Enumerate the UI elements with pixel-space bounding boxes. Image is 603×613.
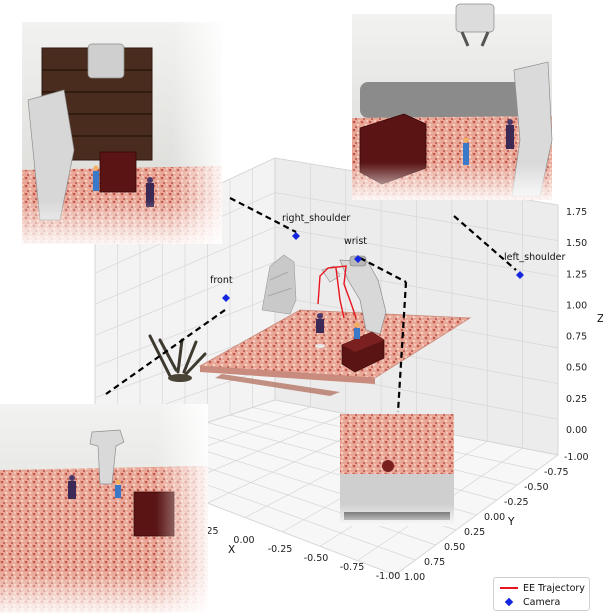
camera-markers <box>222 232 524 302</box>
camera-marker-right-shoulder <box>292 232 300 240</box>
y-tick-label: -0.25 <box>504 497 529 508</box>
left-shoulder-camera-view <box>22 22 222 244</box>
x-tick-label: -1.00 <box>376 571 401 582</box>
axis-ticks: 0.00 0.25 0.50 0.75 1.00 1.25 1.50 1.75 -1.00 -0.… <box>197 207 588 583</box>
x-tick-label: 0.00 <box>233 535 254 546</box>
y-tick-label: 0.00 <box>484 512 505 523</box>
camera-marker-left-shoulder <box>516 271 524 279</box>
z-tick-label: 0.00 <box>566 425 587 436</box>
legend-line-swatch <box>500 587 518 589</box>
y-tick-label: 1.00 <box>404 572 425 583</box>
z-axis-label: Z <box>597 313 603 325</box>
right-shoulder-camera-view <box>352 3 553 200</box>
potted-plant <box>148 334 207 382</box>
legend-diamond-swatch <box>504 597 514 607</box>
z-tick-label: 0.25 <box>566 394 587 405</box>
front-camera-view <box>0 404 208 613</box>
wrist-camera-view <box>340 414 454 526</box>
legend-item-trajectory: EE Trajectory <box>500 582 585 594</box>
y-tick-label: -0.75 <box>544 467 569 478</box>
camera-marker-front <box>222 294 230 302</box>
z-tick-label: 0.50 <box>566 363 587 374</box>
y-tick-label: 0.50 <box>444 542 465 553</box>
legend-label-camera: Camera <box>523 596 561 608</box>
y-axis-label: Y <box>507 516 515 528</box>
ee-trajectory-line <box>317 265 357 319</box>
z-tick-label: 1.25 <box>566 269 587 280</box>
y-tick-label: -0.50 <box>524 482 549 493</box>
z-tick-label: 1.75 <box>566 207 587 218</box>
z-tick-label: 1.50 <box>566 238 587 249</box>
z-tick-label: 1.00 <box>566 300 587 311</box>
x-tick-label: -0.75 <box>340 562 365 573</box>
statue <box>261 254 297 315</box>
legend: EE Trajectory Camera <box>493 577 590 611</box>
camera-rays <box>105 197 517 413</box>
legend-label-trajectory: EE Trajectory <box>523 582 585 594</box>
z-tick-label: 0.75 <box>566 332 587 343</box>
figurine-knight <box>315 313 325 348</box>
camera-marker-wrist <box>354 255 362 263</box>
figurine-girl <box>354 322 360 339</box>
x-tick-label: -0.50 <box>304 553 329 564</box>
legend-item-camera: Camera <box>500 596 560 608</box>
y-tick-label: 0.25 <box>464 527 485 538</box>
y-tick-label: -1.00 <box>564 452 589 463</box>
x-axis-label: X <box>228 544 235 556</box>
y-tick-label: 0.75 <box>424 557 445 568</box>
x-tick-label: -0.25 <box>268 544 293 555</box>
